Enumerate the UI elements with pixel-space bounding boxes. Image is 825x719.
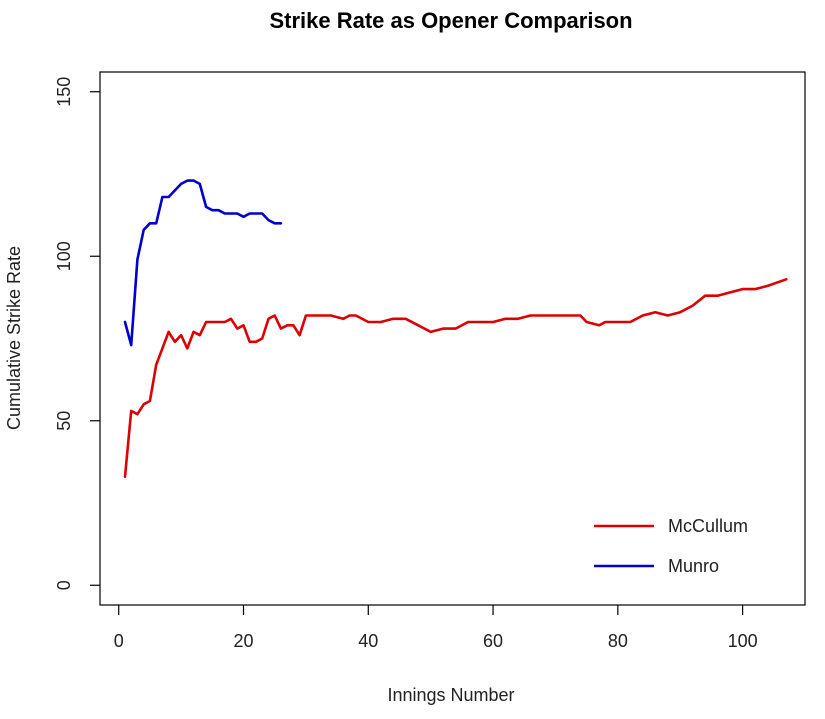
y-tick-label: 50	[54, 411, 74, 431]
x-axis: 0 20 40 60 80 100	[114, 605, 758, 651]
x-tick-label: 100	[728, 631, 758, 651]
x-tick-label: 40	[358, 631, 378, 651]
y-tick-label: 100	[54, 241, 74, 271]
series-line-munro	[123, 179, 283, 347]
x-tick-label: 0	[114, 631, 124, 651]
x-tick-label: 80	[608, 631, 628, 651]
x-tick-label: 60	[483, 631, 503, 651]
y-axis: 0 50 100 150	[54, 77, 100, 590]
x-axis-label: Innings Number	[387, 685, 514, 705]
plot-area-frame	[99, 71, 806, 606]
legend-label-mccullum: McCullum	[668, 516, 748, 536]
series-line-mccullum	[123, 277, 788, 479]
y-tick-label: 150	[54, 77, 74, 107]
x-tick-label: 20	[233, 631, 253, 651]
series-layer	[123, 179, 788, 479]
y-axis-label: Cumulative Strike Rate	[4, 246, 24, 430]
legend: McCullum Munro	[594, 516, 748, 576]
y-tick-label: 0	[54, 580, 74, 590]
legend-label-munro: Munro	[668, 556, 719, 576]
chart-title: Strike Rate as Opener Comparison	[269, 8, 632, 33]
